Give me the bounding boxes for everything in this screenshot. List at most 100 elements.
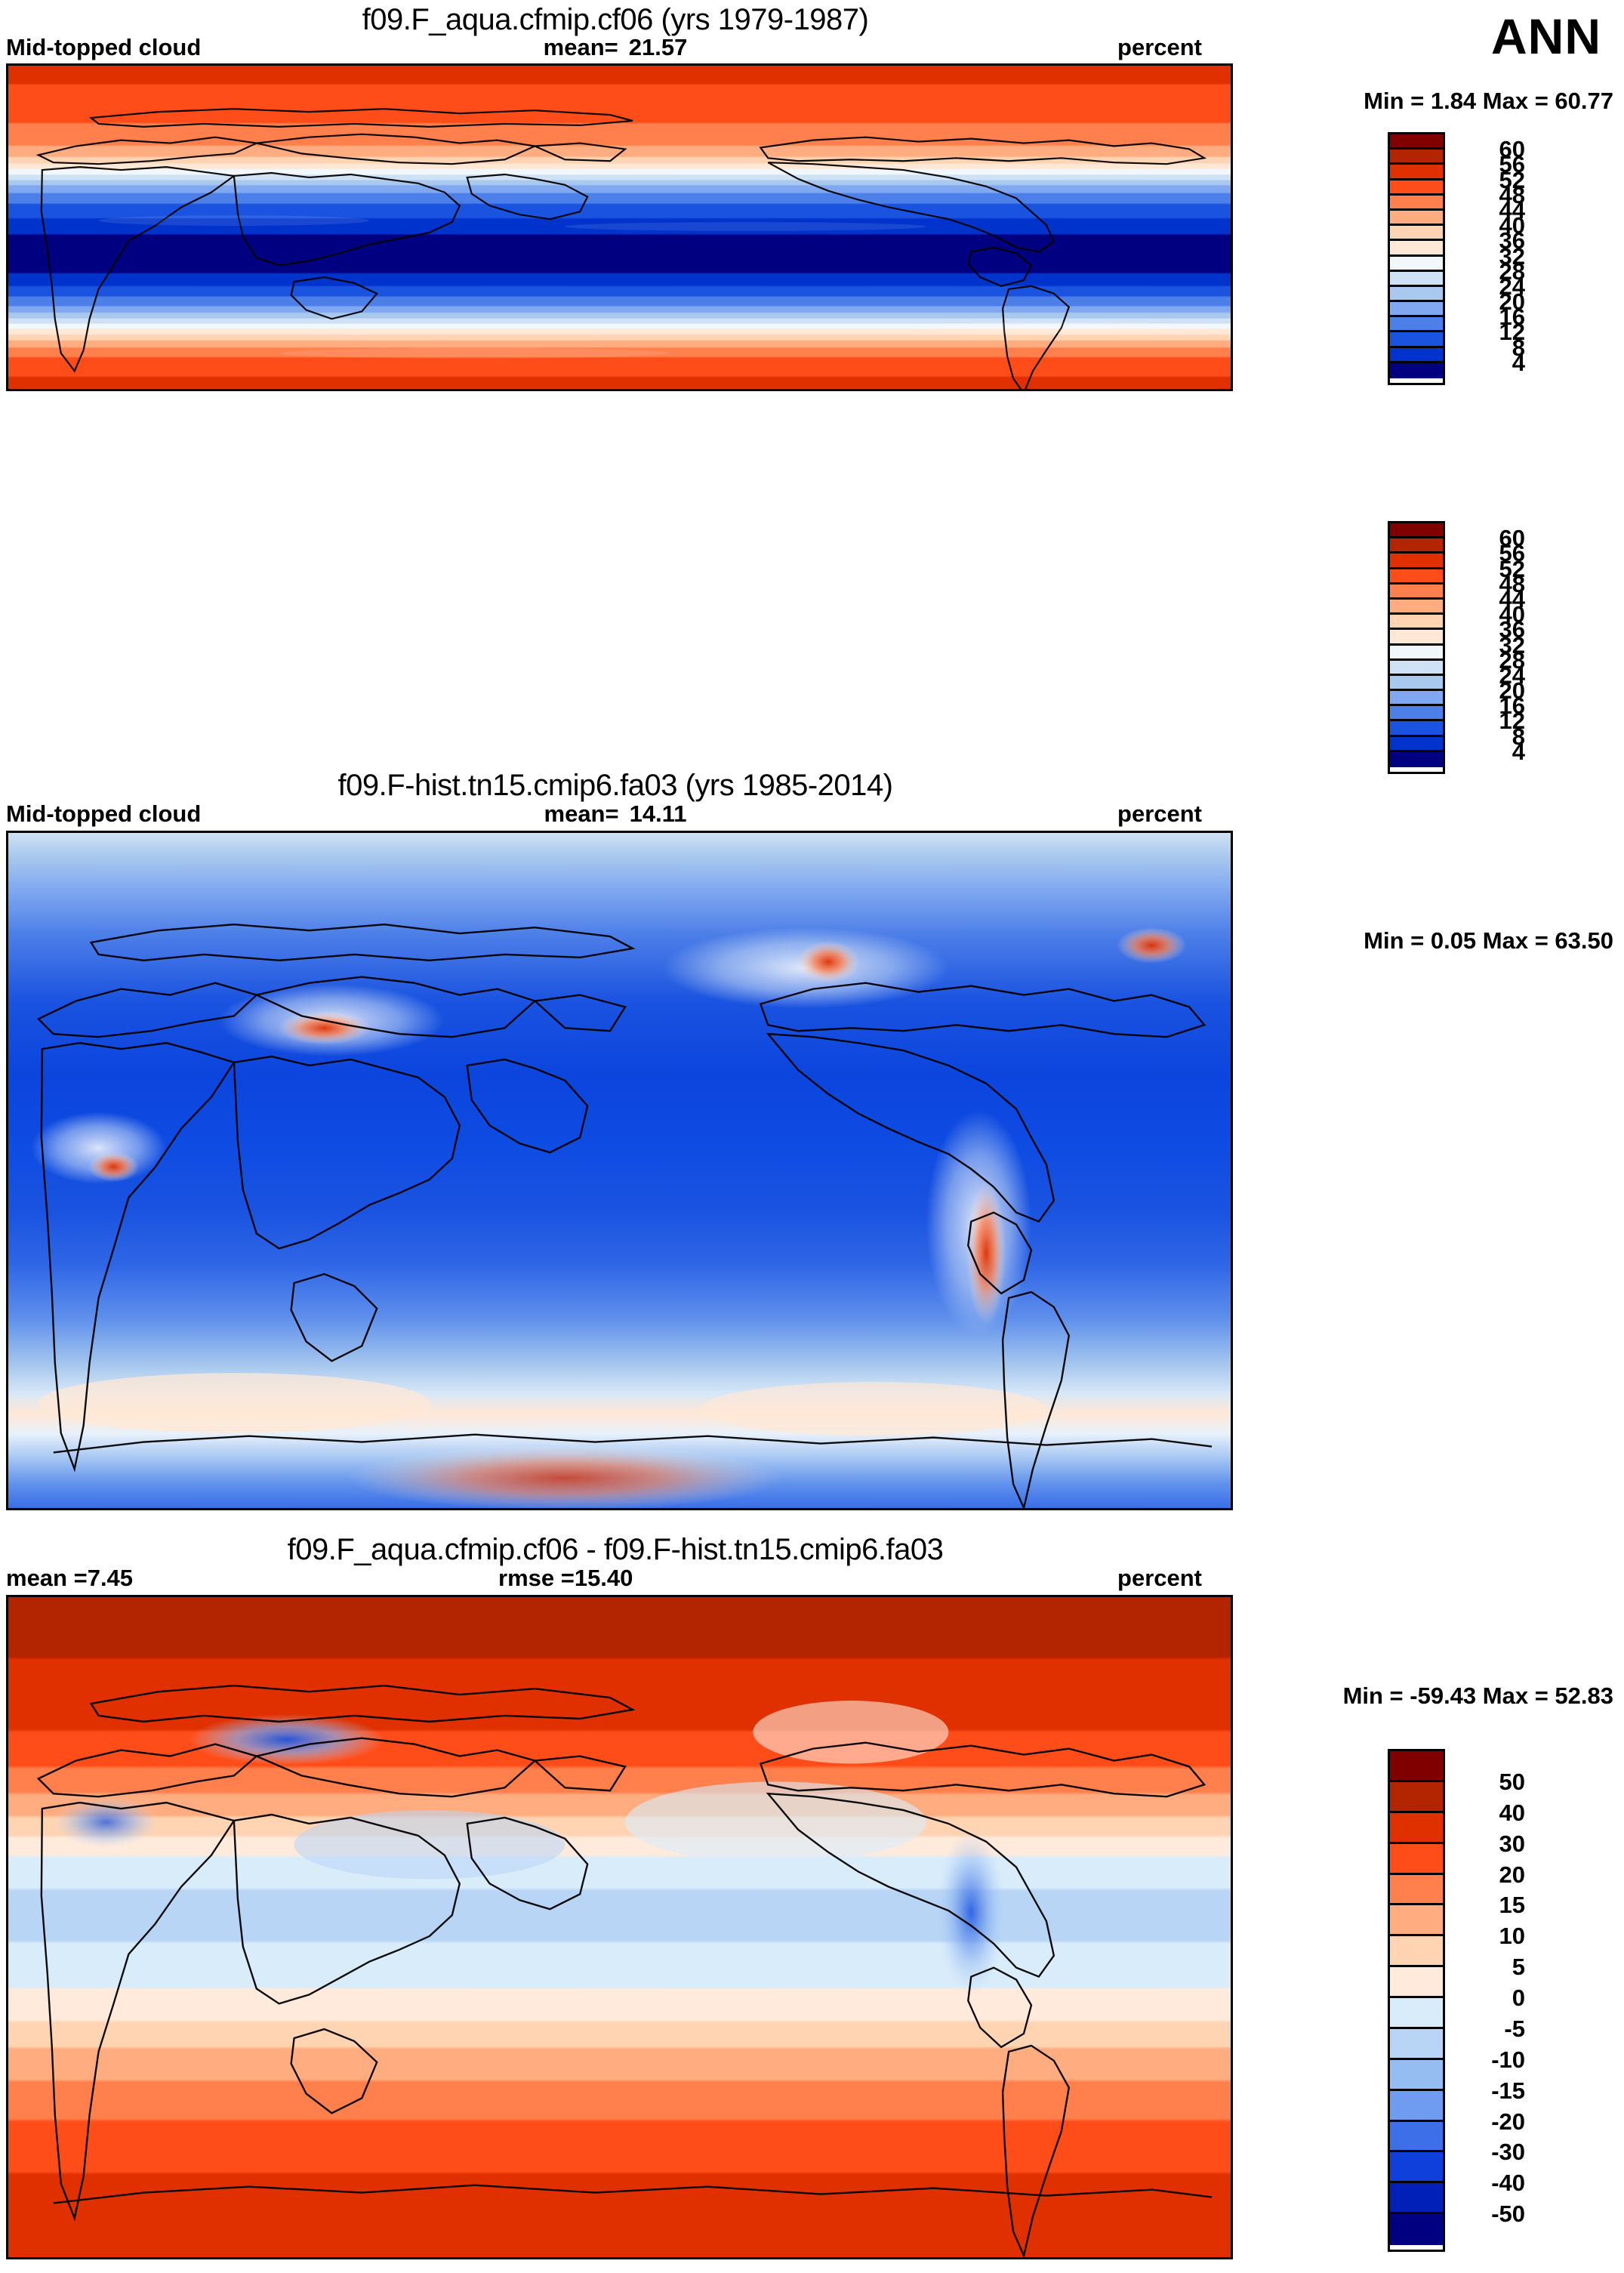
panel-1-colorbar xyxy=(1388,132,1445,385)
panel-1-map-svg xyxy=(8,66,1231,389)
panel-3-minmax: Min = -59.43 Max = 52.83 xyxy=(1342,1682,1613,1709)
panel-3-rmse: rmse =15.40 xyxy=(498,1565,633,1592)
colorbar-tick-label: -5 xyxy=(1504,2015,1525,2042)
colorbar-tick-label: -40 xyxy=(1491,2170,1525,2197)
colorbar-tick-label: 50 xyxy=(1499,1768,1525,1795)
colorbar-cell xyxy=(1390,180,1443,196)
panel-1-contour-texture xyxy=(98,215,1213,359)
colorbar-tick-label: 16 xyxy=(1499,304,1525,331)
colorbar-cell xyxy=(1390,2214,1443,2245)
colorbar-cell xyxy=(1390,1905,1443,1937)
colorbar-cell xyxy=(1390,2028,1443,2060)
panel-1-mean-label: mean= xyxy=(543,34,618,60)
colorbar-tick-label: 40 xyxy=(1499,1799,1525,1826)
colorbar-tick-label: 4 xyxy=(1512,349,1525,376)
panel-3-colorbar xyxy=(1388,1749,1445,2252)
colorbar-tick-label: 60 xyxy=(1499,136,1525,163)
colorbar-cell xyxy=(1390,538,1443,554)
colorbar-cell xyxy=(1390,675,1443,692)
colorbar-tick-label: 28 xyxy=(1499,646,1525,674)
panel-1-mean-value: 21.57 xyxy=(628,34,688,60)
colorbar-tick-label: 24 xyxy=(1499,662,1525,689)
colorbar-tick-label: 52 xyxy=(1499,166,1525,193)
colorbar-cell xyxy=(1390,210,1443,227)
panel-1-mean: mean= 21.57 xyxy=(0,34,1231,61)
colorbar-cell xyxy=(1390,569,1443,584)
panel-1-colorbar-labels: 60 56 52 48 44 40 36 32 28 24 20 16 12 8 4 xyxy=(1456,132,1525,385)
panel-3-rmse-value: 15.40 xyxy=(574,1565,633,1591)
colorbar-cell xyxy=(1390,2090,1443,2122)
colorbar-tick-label: -30 xyxy=(1491,2139,1525,2166)
colorbar-cell xyxy=(1390,645,1443,661)
panel-3-colorbar-labels: 50 40 30 20 15 10 5 0 -5 -10 -15 -20 -30 -40 -50 xyxy=(1456,1749,1525,2252)
colorbar-cell xyxy=(1390,150,1443,165)
colorbar-cell xyxy=(1390,271,1443,287)
colorbar-tick-label: 44 xyxy=(1499,196,1525,224)
colorbar-cell xyxy=(1390,1843,1443,1875)
colorbar-cell xyxy=(1390,165,1443,180)
colorbar-cell xyxy=(1390,1874,1443,1906)
panel-2-coastlines xyxy=(36,923,1213,1508)
season-label: ANN xyxy=(1491,8,1601,64)
colorbar-tick-label: 20 xyxy=(1499,677,1525,705)
colorbar-tick-label: 30 xyxy=(1499,1830,1525,1857)
colorbar-cell xyxy=(1390,660,1443,676)
panel-2-mean: mean= 14.11 xyxy=(0,800,1231,828)
colorbar-cell xyxy=(1390,2059,1443,2091)
colorbar-tick-label: 10 xyxy=(1499,1923,1525,1950)
colorbar-tick-label: 8 xyxy=(1512,334,1525,361)
colorbar-cell xyxy=(1390,226,1443,242)
colorbar-tick-label: 28 xyxy=(1499,258,1525,285)
colorbar-tick-label: 15 xyxy=(1499,1892,1525,1919)
colorbar-cell xyxy=(1390,721,1443,737)
colorbar-cell xyxy=(1390,1967,1443,1998)
panel-3-mean-value: 7.45 xyxy=(87,1565,134,1591)
panel-3-units: percent xyxy=(1117,1565,1202,1591)
panel-3-mean-label: mean = xyxy=(6,1565,88,1591)
colorbar-cell xyxy=(1390,2121,1443,2153)
colorbar-cell xyxy=(1390,134,1443,150)
panel-2-title: f09.F-hist.tn15.cmip6.fa03 (yrs 1985-201… xyxy=(337,769,893,802)
panel-1-minmax: Min = 1.84 Max = 60.77 xyxy=(1364,88,1613,114)
colorbar-tick-label: 12 xyxy=(1499,319,1525,346)
colorbar-cell xyxy=(1390,630,1443,646)
colorbar-tick-label: -20 xyxy=(1491,2108,1525,2135)
colorbar-tick-label: 4 xyxy=(1512,738,1525,765)
colorbar-tick-label: -15 xyxy=(1491,2077,1525,2104)
colorbar-tick-label: 32 xyxy=(1499,242,1525,270)
panel-2-minmax: Min = 0.05 Max = 63.50 xyxy=(1364,927,1613,954)
panel-2-mean-label: mean= xyxy=(544,800,619,827)
colorbar-cell xyxy=(1390,332,1443,348)
colorbar-cell xyxy=(1390,286,1443,303)
panel-1-variable-label: Mid-topped cloud xyxy=(6,34,202,60)
colorbar-tick-label: -50 xyxy=(1491,2201,1525,2228)
colorbar-cell xyxy=(1390,554,1443,569)
colorbar-tick-label: 5 xyxy=(1512,1954,1525,1981)
colorbar-tick-label: 0 xyxy=(1512,1985,1525,2011)
panel-2-mean-value: 14.11 xyxy=(629,800,687,827)
colorbar-cell xyxy=(1390,317,1443,333)
colorbar-tick-label: 56 xyxy=(1499,151,1525,178)
colorbar-cell xyxy=(1390,256,1443,272)
colorbar-tick-label: 60 xyxy=(1499,525,1525,552)
panel-2-features xyxy=(30,927,1187,1508)
panel-3-mean: mean =7.45 xyxy=(6,1565,133,1592)
panel-2-variable-label: Mid-topped cloud xyxy=(6,800,202,827)
colorbar-tick-label: 48 xyxy=(1499,570,1525,597)
colorbar-cell xyxy=(1390,362,1443,378)
panel-2-map-svg xyxy=(8,833,1231,1508)
panel-1-map xyxy=(6,63,1233,391)
panel-1-title: f09.F_aqua.cfmip.cf06 (yrs 1979-1987) xyxy=(362,3,869,36)
colorbar-cell xyxy=(1390,302,1443,318)
colorbar-cell xyxy=(1390,599,1443,615)
colorbar-cell xyxy=(1390,706,1443,722)
colorbar-cell xyxy=(1390,1781,1443,1813)
colorbar-tick-label: 36 xyxy=(1499,616,1525,643)
panel-2-colorbar-labels: 60 56 52 48 44 40 36 32 28 24 20 16 12 8 4 xyxy=(1456,521,1525,774)
panel-2-colorbar xyxy=(1388,521,1445,774)
colorbar-cell xyxy=(1390,241,1443,257)
colorbar-tick-label: 52 xyxy=(1499,555,1525,582)
panel-3-coastlines xyxy=(36,1684,1213,2257)
colorbar-cell xyxy=(1390,523,1443,539)
colorbar-tick-label: 36 xyxy=(1499,227,1525,254)
